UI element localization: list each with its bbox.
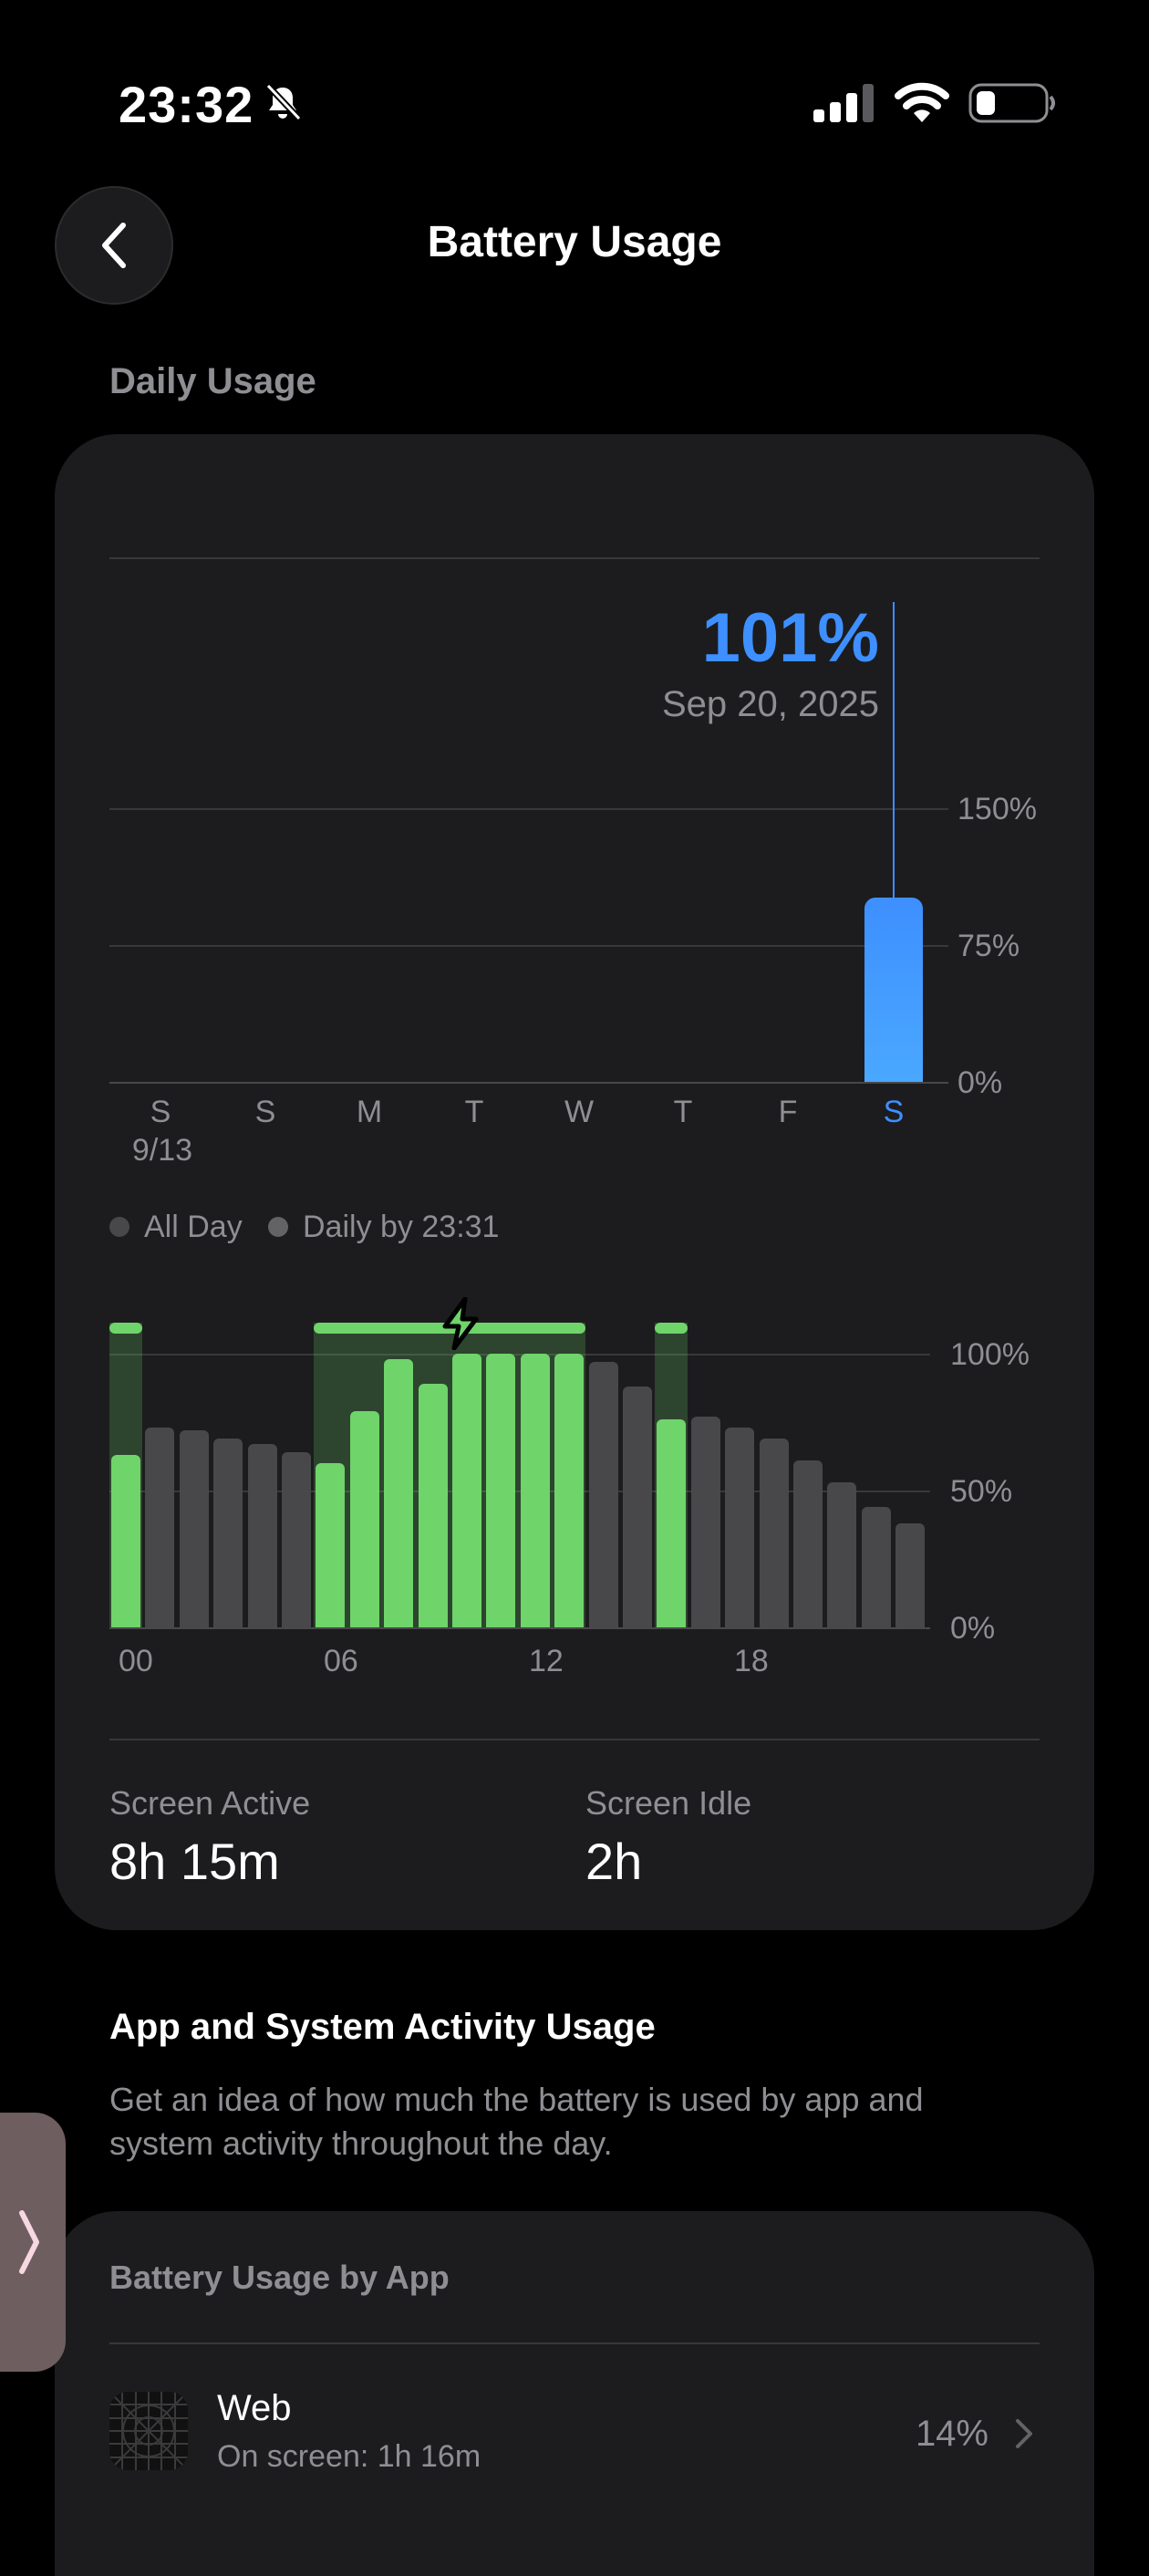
day-label-4[interactable]: T xyxy=(464,1095,484,1129)
daily-bar-selected[interactable] xyxy=(864,898,923,1082)
hourly-bar[interactable] xyxy=(111,1455,140,1627)
day-label-7[interactable]: F xyxy=(778,1095,798,1129)
hourly-bar[interactable] xyxy=(657,1419,687,1627)
hourly-bar[interactable] xyxy=(316,1463,346,1627)
hour-tick-18: 18 xyxy=(734,1644,769,1678)
hourly-bar[interactable] xyxy=(213,1439,243,1627)
chevron-left-icon xyxy=(102,223,126,268)
app-detail: On screen: 1h 16m xyxy=(217,2439,481,2474)
screen-idle-value: 2h xyxy=(585,1833,643,1890)
day-label-1[interactable]: S xyxy=(150,1095,171,1129)
web-app-icon xyxy=(109,2392,188,2470)
page-title: Battery Usage xyxy=(427,218,722,266)
battery-by-app-title: Battery Usage by App xyxy=(109,2259,450,2296)
selected-indicator-line xyxy=(893,602,895,901)
selected-percent: 101% xyxy=(701,599,879,677)
hourly-bar[interactable] xyxy=(418,1384,448,1627)
battery-icon xyxy=(968,83,1055,123)
hourly-bar[interactable] xyxy=(520,1354,550,1627)
hourly-bar[interactable] xyxy=(349,1411,379,1627)
hourly-bar[interactable] xyxy=(384,1359,414,1627)
hourly-bar[interactable] xyxy=(827,1482,857,1627)
legend-dot-daily-by xyxy=(268,1217,288,1237)
hour-tick-00: 00 xyxy=(119,1644,153,1678)
app-percent: 14% xyxy=(915,2414,989,2454)
chevron-right-icon xyxy=(1016,2419,1032,2448)
first-date-label: 9/13 xyxy=(131,1133,193,1168)
activity-title: App and System Activity Usage xyxy=(109,2007,656,2047)
hourly-bar[interactable] xyxy=(179,1430,209,1627)
side-drawer-tab[interactable] xyxy=(0,2113,66,2372)
charging-bolt-icon xyxy=(442,1297,479,1350)
app-list-divider xyxy=(109,2342,1040,2344)
legend-daily-by: Daily by 23:31 xyxy=(303,1210,500,1244)
charging-period-marker xyxy=(655,1323,688,1334)
hourly-bar[interactable] xyxy=(895,1523,926,1627)
hour-tick-06: 06 xyxy=(324,1644,358,1678)
day-label-5[interactable]: W xyxy=(564,1095,595,1129)
hourly-bar[interactable] xyxy=(759,1439,789,1627)
day-label-6[interactable]: T xyxy=(673,1095,693,1129)
gridline-50 xyxy=(109,1491,930,1492)
daily-usage-label: Daily Usage xyxy=(109,361,316,401)
hourly-bar[interactable] xyxy=(452,1354,481,1627)
gridline-0-hourly xyxy=(109,1627,930,1629)
gridline-0 xyxy=(109,1082,948,1084)
daily-usage-card xyxy=(55,434,1094,1930)
hourly-bar[interactable] xyxy=(282,1452,311,1627)
tick-150: 150% xyxy=(958,792,1037,826)
hourly-bar[interactable] xyxy=(623,1387,652,1627)
chart-top-divider xyxy=(109,557,1040,559)
gridline-75 xyxy=(109,945,948,947)
hourly-bar[interactable] xyxy=(247,1444,277,1627)
screen-active-value: 8h 15m xyxy=(109,1833,280,1890)
screen-active-label: Screen Active xyxy=(109,1784,311,1822)
hour-tick-12: 12 xyxy=(529,1644,564,1678)
tick-0-hourly: 0% xyxy=(950,1611,996,1646)
screen-idle-label: Screen Idle xyxy=(585,1784,752,1822)
bell-slash-icon xyxy=(265,83,302,121)
charging-period-marker xyxy=(109,1323,142,1334)
hourly-bar[interactable] xyxy=(690,1417,720,1627)
gridline-150 xyxy=(109,808,948,810)
hourly-bar[interactable] xyxy=(861,1507,891,1627)
hourly-bar[interactable] xyxy=(145,1428,175,1627)
chevron-right-tab-icon xyxy=(19,2210,39,2274)
legend-dot-all-day xyxy=(109,1217,129,1237)
tick-75: 75% xyxy=(958,929,1020,963)
cellular-signal-icon xyxy=(813,84,874,122)
hourly-bar[interactable] xyxy=(486,1354,516,1627)
activity-description: Get an idea of how much the battery is u… xyxy=(109,2081,924,2162)
day-label-8-selected[interactable]: S xyxy=(883,1095,905,1129)
metrics-divider xyxy=(109,1739,1040,1740)
gridline-100 xyxy=(109,1354,930,1356)
hourly-bar[interactable] xyxy=(793,1460,823,1627)
app-name: Web xyxy=(217,2388,292,2428)
day-label-3[interactable]: M xyxy=(356,1095,383,1129)
tick-0: 0% xyxy=(958,1065,1003,1100)
tick-50: 50% xyxy=(950,1474,1013,1509)
day-label-2[interactable]: S xyxy=(254,1095,276,1129)
hourly-bar[interactable] xyxy=(554,1354,585,1627)
selected-date: Sep 20, 2025 xyxy=(662,684,879,724)
wifi-icon xyxy=(895,82,949,122)
hourly-bar[interactable] xyxy=(588,1362,618,1627)
hourly-bar[interactable] xyxy=(725,1428,755,1627)
back-button[interactable] xyxy=(55,186,173,305)
tick-100: 100% xyxy=(950,1337,1030,1372)
legend-all-day: All Day xyxy=(144,1210,243,1244)
status-time: 23:32 xyxy=(119,76,254,133)
